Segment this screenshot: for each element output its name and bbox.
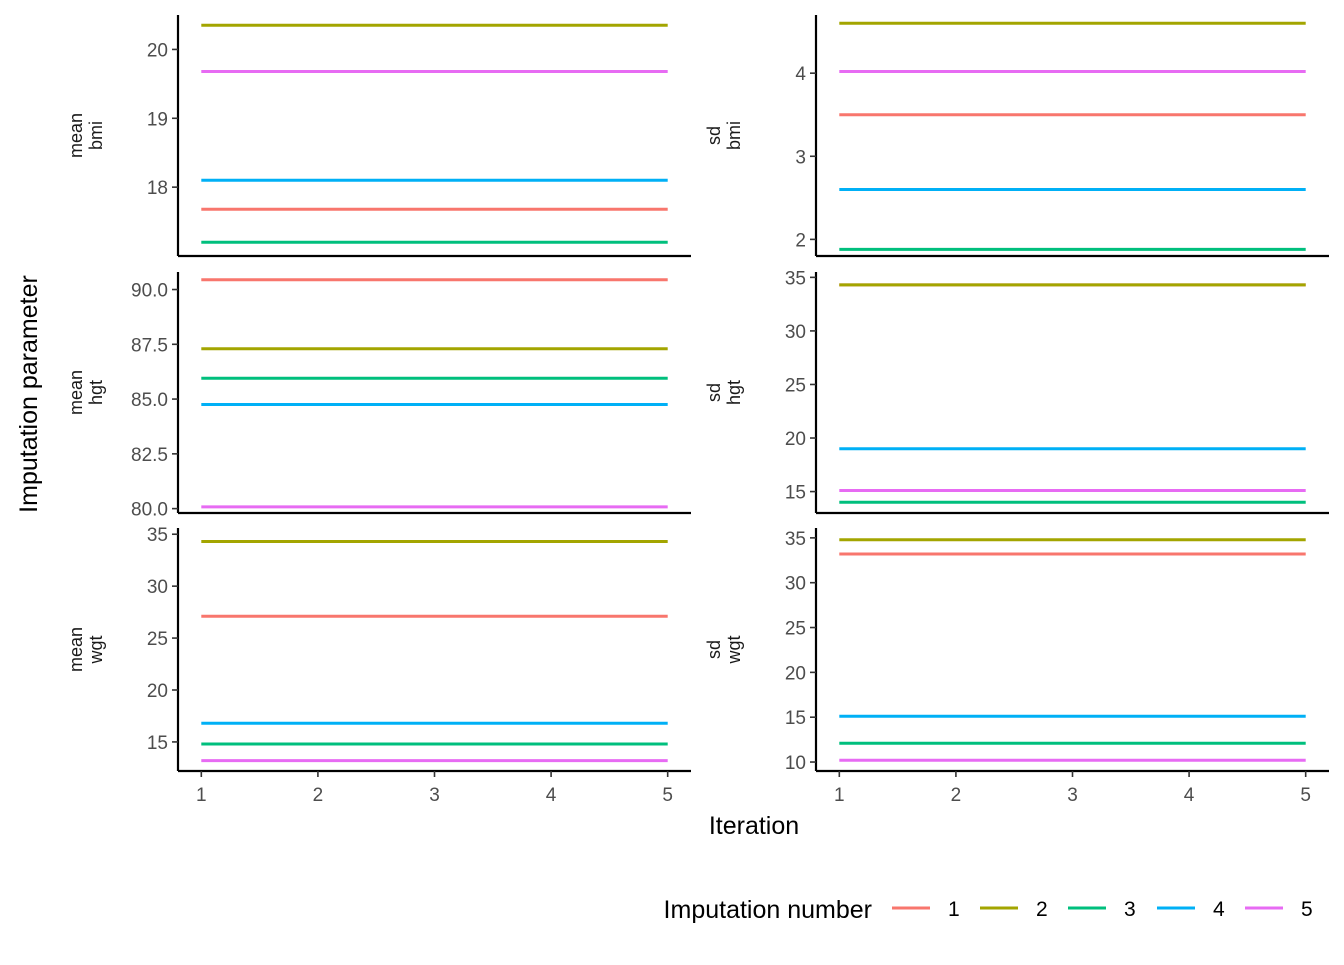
legend-title: Imputation number: [664, 896, 872, 924]
y-tick-label: 87.5: [131, 335, 168, 356]
y-tick-label: 3: [795, 147, 806, 168]
y-tick-label: 90.0: [131, 281, 168, 302]
y-tick-label: 10: [785, 753, 806, 774]
x-tick-label: 1: [196, 785, 207, 806]
facet-strip-label: meanbmi: [66, 113, 106, 158]
legend: Imputation number 1 2 3 4 5: [664, 896, 1313, 924]
x-tick-label: 3: [429, 785, 440, 806]
panel-sd-hgt: 15 20 25 30 35 sdhgt: [704, 268, 1329, 515]
legend-label-3: 3: [1124, 898, 1136, 921]
y-tick-label: 25: [147, 629, 168, 650]
y-tick-label: 85.0: [131, 390, 168, 411]
panel-mean-bmi: 18 19 20 meanbmi: [66, 15, 691, 258]
y-tick-label: 25: [785, 619, 806, 640]
facet-strip-label: meanwgt: [66, 627, 106, 672]
x-tick-label: 1: [834, 785, 845, 806]
y-tick-label: 30: [147, 577, 168, 598]
y-tick-label: 30: [785, 322, 806, 343]
y-tick-label: 30: [785, 574, 806, 595]
x-tick-label: 2: [951, 785, 962, 806]
y-axis-title: Imputation parameter: [15, 275, 43, 513]
legend-label-1: 1: [948, 898, 960, 921]
y-tick-label: 4: [795, 64, 806, 85]
legend-label-4: 4: [1213, 898, 1225, 921]
legend-label-2: 2: [1036, 898, 1048, 921]
x-tick-label: 4: [546, 785, 557, 806]
y-tick-label: 25: [785, 375, 806, 396]
y-tick-label: 20: [785, 429, 806, 450]
y-tick-label: 15: [785, 708, 806, 729]
panel-mean-wgt: 15 20 25 30 35 1 2 3 4 5 meanwgt: [66, 525, 691, 806]
x-axis-title: Iteration: [709, 812, 799, 840]
y-tick-label: 18: [147, 178, 168, 199]
panel-sd-wgt: 10 15 20 25 30 35 1 2 3 4 5 sdwgt: [704, 528, 1329, 806]
facet-strip-label: sdhgt: [704, 380, 744, 405]
y-tick-label: 20: [785, 663, 806, 684]
facet-panels: 18 19 20 meanbmi 2 3 4 sdbmi 80.0 82.5 85.0 87.5 90.…: [66, 15, 1329, 806]
y-tick-label: 80.0: [131, 500, 168, 521]
y-tick-label: 15: [147, 733, 168, 754]
y-tick-label: 35: [147, 525, 168, 546]
y-tick-label: 20: [147, 681, 168, 702]
y-tick-label: 2: [795, 230, 806, 251]
x-tick-label: 3: [1067, 785, 1078, 806]
facet-strip-label: meanhgt: [66, 370, 106, 415]
facet-strip-label: sdwgt: [704, 635, 744, 664]
y-tick-label: 19: [147, 109, 168, 130]
y-tick-label: 35: [785, 529, 806, 550]
x-tick-label: 5: [1300, 785, 1311, 806]
y-tick-label: 35: [785, 268, 806, 289]
legend-label-5: 5: [1301, 898, 1313, 921]
y-tick-label: 82.5: [131, 445, 168, 466]
panel-sd-bmi: 2 3 4 sdbmi: [704, 15, 1329, 258]
x-tick-label: 4: [1184, 785, 1195, 806]
panel-mean-hgt: 80.0 82.5 85.0 87.5 90.0 meanhgt: [66, 272, 691, 521]
x-tick-label: 2: [313, 785, 324, 806]
y-tick-label: 20: [147, 40, 168, 61]
facet-strip-label: sdbmi: [704, 121, 744, 150]
x-tick-label: 5: [662, 785, 673, 806]
y-tick-label: 15: [785, 483, 806, 504]
